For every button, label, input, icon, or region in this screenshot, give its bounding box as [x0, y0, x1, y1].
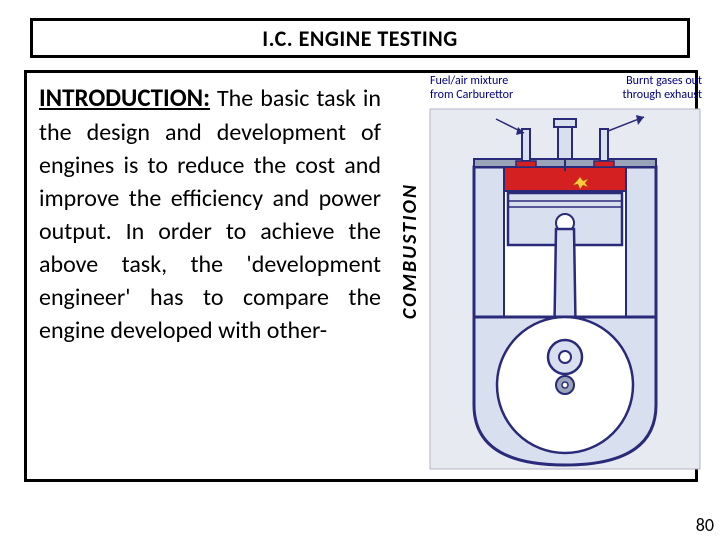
intro-body: The basic task in the design and develop… — [39, 84, 381, 345]
combustion-vertical-label: COMBUSTION — [398, 183, 422, 319]
engine-diagram: Fuel/air mixture from Carburettor Burnt … — [398, 75, 706, 475]
label-exhaust-l1: Burnt gases out — [626, 74, 702, 88]
title-box: I.C. ENGINE TESTING — [30, 18, 690, 58]
engine-svg — [426, 105, 704, 473]
diagram-label-intake: Fuel/air mixture from Carburettor — [430, 75, 513, 103]
label-intake-l2: from Carburettor — [430, 88, 513, 102]
intro-heading: INTRODUCTION: — [39, 82, 210, 113]
page-title: I.C. ENGINE TESTING — [262, 25, 458, 52]
intro-column: INTRODUCTION: The basic task in the desi… — [39, 81, 381, 347]
diagram-label-exhaust: Burnt gases out through exhaust — [622, 75, 702, 103]
label-intake-l1: Fuel/air mixture — [430, 74, 508, 88]
label-exhaust-l2: through exhaust — [622, 88, 702, 102]
page-number: 80 — [696, 514, 714, 536]
